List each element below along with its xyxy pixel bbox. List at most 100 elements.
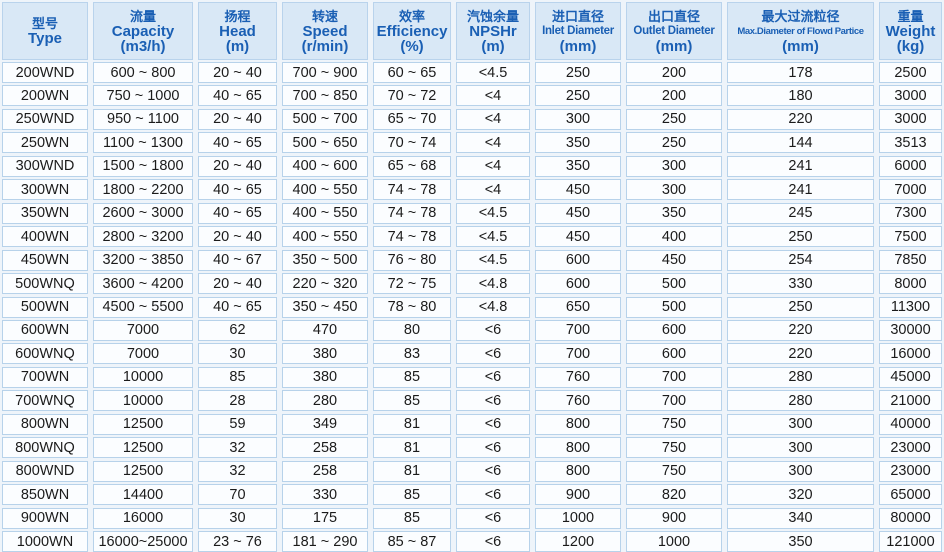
header-cn-label: 转速 [311, 8, 338, 24]
cell-max-particle-diameter: 300 [727, 437, 874, 459]
header-max-particle-diameter: 最大过流粒径 Max.Diameter of Flowd Partice (mm) [727, 2, 874, 60]
cell-capacity: 1500 ~ 1800 [93, 155, 193, 177]
cell-type: 700WNQ [2, 390, 88, 412]
cell-efficiency: 70 ~ 72 [373, 85, 451, 107]
cell-speed: 380 [282, 343, 368, 365]
header-cn-label: 进口直径 [551, 8, 604, 24]
cell-speed: 175 [282, 507, 368, 529]
cell-max-particle-diameter: 241 [727, 179, 874, 201]
cell-max-particle-diameter: 220 [727, 108, 874, 130]
cell-inlet-diameter: 760 [535, 366, 621, 388]
header-inlet-diameter: 进口直径 Inlet Diameter (mm) [535, 2, 621, 60]
cell-max-particle-diameter: 220 [727, 319, 874, 341]
header-cn-label: 效率 [398, 8, 425, 24]
cell-npshr: <4.5 [456, 62, 530, 83]
cell-head: 85 [198, 366, 277, 388]
cell-speed: 400 ~ 550 [282, 226, 368, 248]
cell-npshr: <6 [456, 413, 530, 435]
cell-capacity: 7000 [93, 343, 193, 365]
cell-speed: 470 [282, 319, 368, 341]
header-speed: 转速 Speed (r/min) [282, 2, 368, 60]
cell-outlet-diameter: 750 [626, 413, 722, 435]
cell-weight: 45000 [879, 366, 942, 388]
cell-max-particle-diameter: 280 [727, 366, 874, 388]
cell-max-particle-diameter: 250 [727, 296, 874, 318]
header-unit-label: (mm) [559, 37, 597, 55]
header-en-label: Max.Diameter of Flowd Partice [737, 25, 864, 37]
cell-type: 300WND [2, 155, 88, 177]
cell-outlet-diameter: 350 [626, 202, 722, 224]
cell-head: 20 ~ 40 [198, 226, 277, 248]
header-en-label: Outlet Diameter [633, 24, 715, 37]
cell-inlet-diameter: 600 [535, 249, 621, 271]
header-unit-label: (m) [225, 37, 250, 55]
cell-outlet-diameter: 400 [626, 226, 722, 248]
cell-outlet-diameter: 750 [626, 460, 722, 482]
cell-inlet-diameter: 650 [535, 296, 621, 318]
cell-outlet-diameter: 200 [626, 62, 722, 83]
cell-inlet-diameter: 450 [535, 179, 621, 201]
cell-npshr: <6 [456, 366, 530, 388]
cell-speed: 400 ~ 550 [282, 179, 368, 201]
cell-type: 450WN [2, 249, 88, 271]
cell-weight: 2500 [879, 62, 942, 83]
cell-efficiency: 65 ~ 68 [373, 155, 451, 177]
cell-speed: 500 ~ 700 [282, 108, 368, 130]
cell-type: 800WNQ [2, 437, 88, 459]
cell-outlet-diameter: 750 [626, 437, 722, 459]
cell-efficiency: 85 [373, 484, 451, 506]
cell-max-particle-diameter: 144 [727, 132, 874, 154]
cell-efficiency: 85 ~ 87 [373, 531, 451, 552]
cell-max-particle-diameter: 220 [727, 343, 874, 365]
cell-outlet-diameter: 700 [626, 390, 722, 412]
cell-efficiency: 81 [373, 460, 451, 482]
cell-efficiency: 85 [373, 390, 451, 412]
header-unit-label: (mm) [782, 37, 819, 55]
cell-type: 800WND [2, 460, 88, 482]
header-unit-label: (kg) [896, 37, 925, 55]
cell-outlet-diameter: 1000 [626, 531, 722, 552]
cell-inlet-diameter: 700 [535, 319, 621, 341]
cell-npshr: <4 [456, 179, 530, 201]
cell-head: 30 [198, 343, 277, 365]
cell-weight: 8000 [879, 273, 942, 295]
header-weight: 重量 Weight (kg) [879, 2, 942, 60]
cell-efficiency: 85 [373, 507, 451, 529]
cell-max-particle-diameter: 254 [727, 249, 874, 271]
header-efficiency: 效率 Efficiency (%) [373, 2, 451, 60]
cell-inlet-diameter: 600 [535, 273, 621, 295]
cell-speed: 280 [282, 390, 368, 412]
cell-head: 59 [198, 413, 277, 435]
cell-speed: 700 ~ 900 [282, 62, 368, 83]
cell-outlet-diameter: 820 [626, 484, 722, 506]
cell-weight: 16000 [879, 343, 942, 365]
cell-max-particle-diameter: 280 [727, 390, 874, 412]
cell-capacity: 750 ~ 1000 [93, 85, 193, 107]
cell-npshr: <6 [456, 319, 530, 341]
cell-efficiency: 80 [373, 319, 451, 341]
cell-inlet-diameter: 1000 [535, 507, 621, 529]
header-en-label: Head [219, 22, 256, 40]
cell-inlet-diameter: 450 [535, 226, 621, 248]
header-cn-label: 扬程 [224, 8, 251, 24]
cell-inlet-diameter: 1200 [535, 531, 621, 552]
cell-npshr: <4 [456, 108, 530, 130]
cell-weight: 7850 [879, 249, 942, 271]
header-en-label: Weight [885, 22, 936, 40]
cell-npshr: <6 [456, 460, 530, 482]
cell-capacity: 3200 ~ 3850 [93, 249, 193, 271]
cell-outlet-diameter: 450 [626, 249, 722, 271]
cell-max-particle-diameter: 300 [727, 413, 874, 435]
cell-speed: 258 [282, 460, 368, 482]
cell-type: 600WNQ [2, 343, 88, 365]
cell-type: 500WN [2, 296, 88, 318]
cell-weight: 65000 [879, 484, 942, 506]
cell-efficiency: 83 [373, 343, 451, 365]
cell-head: 20 ~ 40 [198, 155, 277, 177]
cell-efficiency: 65 ~ 70 [373, 108, 451, 130]
cell-head: 40 ~ 65 [198, 85, 277, 107]
cell-weight: 80000 [879, 507, 942, 529]
cell-weight: 7500 [879, 226, 942, 248]
cell-speed: 380 [282, 366, 368, 388]
cell-speed: 330 [282, 484, 368, 506]
